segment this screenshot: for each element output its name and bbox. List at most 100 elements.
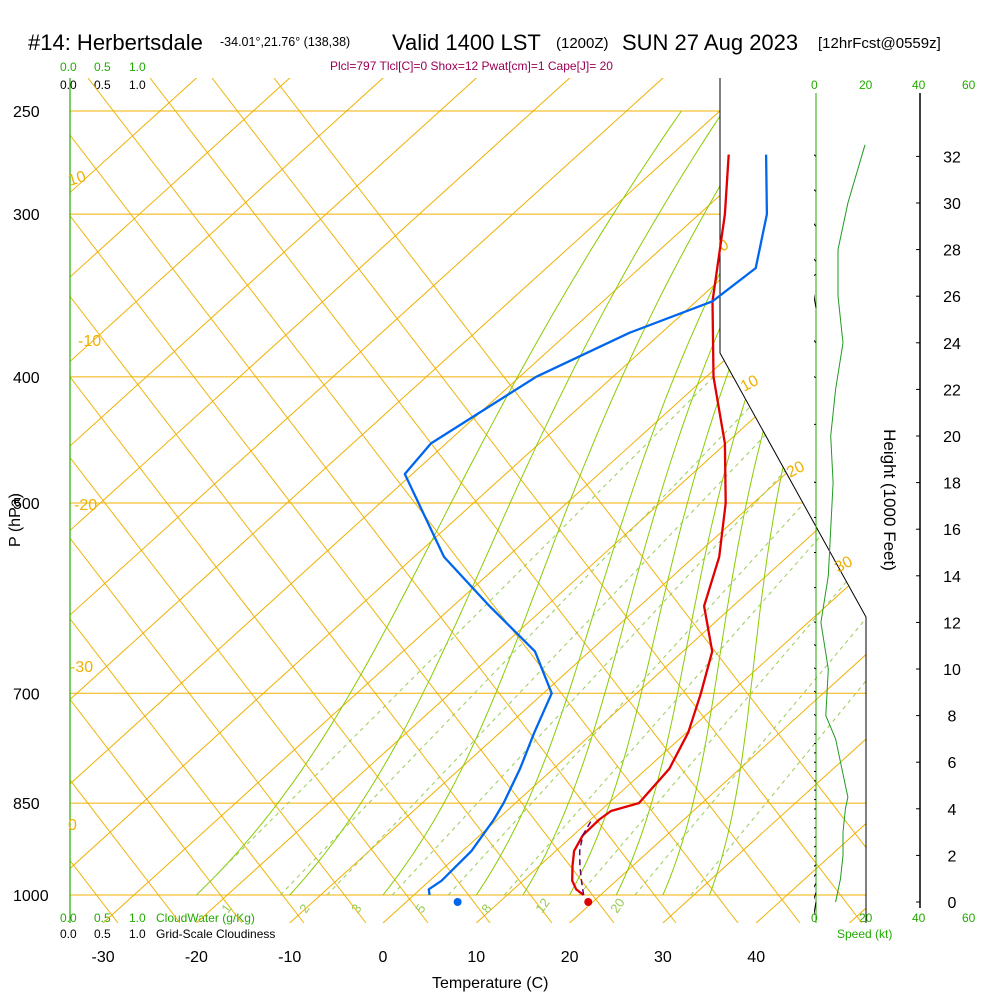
wind-barb-half-flag — [787, 881, 792, 884]
dry-adiabat-line — [70, 78, 305, 923]
cloudwater-tick-bottom-1: 0.5 — [94, 911, 111, 925]
isotherm-label: 10 — [66, 168, 88, 190]
utc-time: (1200Z) — [556, 35, 609, 52]
dry-adiabat-line — [70, 78, 429, 923]
speed-tick-top-0: 0 — [811, 78, 818, 92]
isotherm-line — [70, 78, 866, 923]
cloudwater-tick-bottom-2: 1.0 — [129, 911, 146, 925]
mixing-ratio-label: 2 — [296, 901, 312, 916]
isotherm-line — [102, 78, 866, 923]
wind-barb-flag — [778, 741, 782, 753]
isotherm-label: 30 — [832, 553, 856, 576]
dry-adiabat-line — [149, 78, 801, 923]
isotherm-label: 20 — [784, 458, 808, 481]
sounding-profiles — [403, 154, 769, 906]
speed-tick-top-3: 60 — [962, 78, 976, 92]
height-tick-label: 2 — [948, 848, 957, 865]
isotherm-line — [849, 78, 866, 923]
mixing-ratio-line — [634, 376, 866, 896]
wind-barb-flag — [777, 791, 782, 803]
wind-barb-half-flag — [789, 671, 790, 677]
temperature-line — [571, 154, 730, 896]
wind-barb-half-flag — [783, 547, 785, 553]
speed-tick-top-2: 40 — [912, 78, 926, 92]
temperature-tick-label: 0 — [379, 949, 388, 966]
cloudiness-tick-bottom-1: 0.5 — [94, 927, 111, 941]
wind-barb-shaft — [814, 864, 817, 868]
height-tick-label: 8 — [948, 709, 957, 726]
wind-barb-half-flag — [789, 356, 790, 362]
cloudiness-tick-bottom-2: 1.0 — [129, 927, 146, 941]
moist-adiabat-line — [382, 110, 766, 896]
cloudwater-tick-top-1: 0.5 — [94, 60, 111, 74]
mixing-ratio-label: 20 — [607, 895, 628, 915]
wind-barb-flag — [790, 158, 795, 170]
cloudiness-tick-top-0: 0.0 — [60, 78, 77, 92]
mixing-ratio-line — [578, 376, 866, 896]
dewpoint-line — [403, 154, 769, 896]
temperature-tick-label: -30 — [92, 949, 115, 966]
dry-adiabat-line — [70, 78, 491, 923]
wind-barb-shaft — [814, 667, 817, 670]
wind-barb-shaft — [814, 154, 817, 157]
dry-adiabat-line — [70, 78, 615, 923]
isotherm-line — [475, 78, 866, 923]
mixing-ratio-line — [280, 376, 780, 896]
isotherm-line — [196, 78, 866, 923]
height-tick-label: 24 — [943, 336, 961, 353]
wind-barb-half-flag — [789, 647, 790, 653]
wind-barb-half-flag — [804, 933, 810, 934]
wind-barb-shaft — [814, 892, 817, 900]
dry-adiabat-line — [87, 78, 739, 923]
isotherm-label: -20 — [74, 497, 97, 514]
isotherm-label: -30 — [70, 659, 93, 676]
moist-adiabat-line — [196, 110, 682, 896]
height-tick-label: 14 — [943, 569, 961, 586]
mixing-ratio-label: 12 — [532, 895, 553, 915]
y-axis-title: P (hPa) — [7, 493, 24, 547]
speed-tick-bottom-3: 60 — [962, 911, 976, 925]
pressure-tick-label: 700 — [13, 686, 40, 703]
height-tick-label: 28 — [943, 243, 961, 260]
wind-barb-flag — [778, 769, 782, 781]
wind-barb-shaft — [814, 189, 817, 192]
wind-barb-half-flag — [790, 895, 796, 897]
wind-barb-shaft — [814, 883, 817, 888]
speed-tick-top-1: 20 — [859, 78, 873, 92]
cloudiness-tick-top-1: 0.5 — [94, 78, 111, 92]
stability-indices: Plcl=797 Tlcl[C]=0 Shox=12 Pwat[cm]=1 Ca… — [330, 59, 613, 73]
wind-barb-shaft — [814, 817, 817, 820]
isotherm-line — [70, 78, 299, 923]
temperature-tick-label: 40 — [747, 949, 765, 966]
wind-barb-shaft — [814, 643, 817, 647]
height-tick-label: 22 — [943, 382, 961, 399]
x-axis-title: Temperature (C) — [432, 975, 548, 992]
wind-barb-half-flag — [796, 314, 799, 319]
wind-panel — [777, 93, 866, 934]
mixing-ratio-label: 5 — [412, 901, 428, 916]
temperature-tick-label: 10 — [467, 949, 485, 966]
cloudiness-tick-bottom-0: 0.0 — [60, 927, 77, 941]
wind-barb-shaft — [814, 293, 817, 308]
temperature-tick-label: -10 — [278, 949, 301, 966]
wind-barb-shaft — [814, 376, 817, 379]
isotherm-line — [70, 78, 766, 923]
isotherm-line — [70, 78, 859, 923]
wind-barb-shaft — [814, 826, 817, 829]
wind-barb-half-flag — [784, 867, 789, 871]
height-tick-label: 10 — [943, 662, 961, 679]
wind-barb-shaft — [814, 586, 817, 589]
dry-adiabat-line — [70, 78, 181, 923]
height-tick-label: 16 — [943, 522, 961, 539]
cloudwater-tick-top-0: 0.0 — [60, 60, 77, 74]
isotherm-label: -10 — [78, 333, 101, 350]
wind-barb-flag — [790, 123, 795, 135]
wind-barb-shaft — [814, 223, 817, 227]
mixing-ratio-label: 3 — [348, 901, 364, 916]
wind-barb-half-flag — [783, 842, 787, 847]
height-tick-label: 26 — [943, 289, 961, 306]
station-title: #14: Herbertsdale — [28, 30, 203, 55]
